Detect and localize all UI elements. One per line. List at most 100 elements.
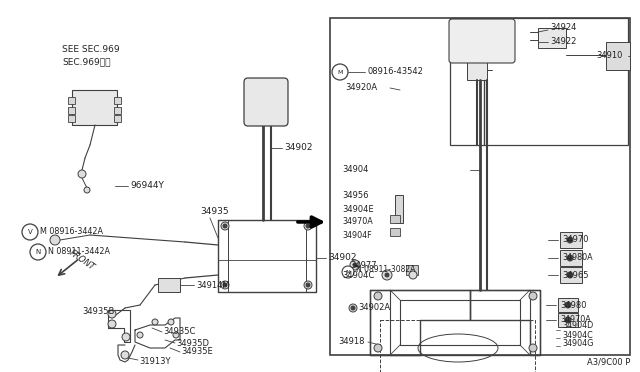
Circle shape — [304, 222, 312, 230]
Text: 34904D: 34904D — [562, 321, 593, 330]
Circle shape — [350, 260, 360, 270]
Text: 34904G: 34904G — [562, 340, 593, 349]
Circle shape — [565, 317, 571, 323]
Circle shape — [84, 187, 90, 193]
Circle shape — [529, 344, 537, 352]
Text: 34904C: 34904C — [342, 270, 374, 279]
Bar — [390, 228, 400, 236]
Bar — [158, 278, 180, 292]
Circle shape — [30, 244, 46, 260]
Bar — [538, 28, 566, 48]
Circle shape — [374, 344, 382, 352]
Circle shape — [121, 351, 129, 359]
Text: 34922: 34922 — [550, 38, 577, 46]
Circle shape — [349, 304, 357, 312]
Circle shape — [374, 292, 382, 300]
Bar — [330, 18, 630, 355]
Bar — [114, 97, 121, 104]
Text: 34956: 34956 — [342, 190, 369, 199]
Circle shape — [332, 64, 348, 80]
Circle shape — [78, 170, 86, 178]
Text: FRONT: FRONT — [68, 248, 97, 272]
Circle shape — [567, 272, 573, 278]
Bar — [68, 107, 75, 114]
Bar — [68, 97, 75, 104]
Text: 34935D: 34935D — [176, 339, 209, 347]
Text: 34970: 34970 — [562, 235, 589, 244]
Bar — [257, 110, 275, 115]
Circle shape — [382, 270, 392, 280]
Bar — [558, 298, 578, 312]
Circle shape — [168, 319, 174, 325]
Bar — [560, 250, 582, 266]
Circle shape — [353, 263, 357, 267]
Circle shape — [567, 237, 573, 243]
Circle shape — [137, 332, 143, 338]
FancyBboxPatch shape — [449, 19, 515, 63]
Text: M: M — [337, 70, 342, 74]
Circle shape — [409, 271, 417, 279]
Text: 34970A: 34970A — [342, 218, 372, 227]
Text: 34970A: 34970A — [560, 315, 591, 324]
Bar — [72, 90, 117, 125]
Text: 34904F: 34904F — [342, 231, 372, 240]
Text: M 08916-3442A: M 08916-3442A — [40, 228, 103, 237]
Circle shape — [223, 224, 227, 228]
Bar — [257, 90, 275, 98]
Bar — [380, 320, 535, 372]
Text: N 08911-3082A: N 08911-3082A — [356, 266, 415, 275]
Circle shape — [567, 255, 573, 261]
Bar — [257, 102, 275, 107]
Circle shape — [342, 266, 354, 278]
Circle shape — [529, 292, 537, 300]
Text: 34935E: 34935E — [181, 347, 212, 356]
Bar — [558, 313, 578, 327]
Text: 34980: 34980 — [560, 301, 586, 310]
Circle shape — [122, 333, 130, 341]
Text: 34924: 34924 — [550, 23, 577, 32]
Bar — [450, 18, 628, 145]
Text: 34910: 34910 — [596, 51, 623, 61]
Text: 08916-43542: 08916-43542 — [367, 67, 423, 77]
Circle shape — [351, 306, 355, 310]
Circle shape — [221, 222, 229, 230]
Text: 34918: 34918 — [338, 337, 365, 346]
Text: 34920A: 34920A — [345, 83, 377, 93]
Circle shape — [108, 320, 116, 328]
Bar — [114, 115, 121, 122]
FancyBboxPatch shape — [244, 78, 288, 126]
Text: 34902: 34902 — [328, 253, 356, 263]
Text: 34904E: 34904E — [342, 205, 374, 215]
Bar — [606, 42, 630, 70]
Text: 34914M: 34914M — [196, 280, 230, 289]
Text: 34902A: 34902A — [358, 304, 390, 312]
Circle shape — [108, 310, 116, 318]
Text: 34902: 34902 — [284, 144, 312, 153]
Text: 34904: 34904 — [342, 166, 369, 174]
Circle shape — [304, 281, 312, 289]
Bar — [390, 215, 400, 223]
Circle shape — [221, 281, 229, 289]
Text: A3/9C00 P: A3/9C00 P — [587, 357, 630, 366]
Circle shape — [385, 273, 389, 277]
Text: N: N — [35, 249, 40, 255]
Bar — [395, 195, 403, 223]
Bar — [114, 107, 121, 114]
Text: 96944Y: 96944Y — [130, 182, 164, 190]
Circle shape — [173, 332, 179, 338]
Text: SEE SEC.969: SEE SEC.969 — [62, 45, 120, 55]
Circle shape — [22, 224, 38, 240]
Bar — [560, 267, 582, 283]
Circle shape — [306, 224, 310, 228]
Text: 34904C: 34904C — [562, 330, 593, 340]
Circle shape — [306, 283, 310, 287]
Text: 34935C: 34935C — [163, 327, 195, 337]
Text: 31913Y: 31913Y — [139, 357, 170, 366]
Text: 34965: 34965 — [562, 270, 589, 279]
Text: 34980A: 34980A — [562, 253, 593, 263]
Circle shape — [152, 319, 158, 325]
Bar — [406, 265, 418, 275]
Text: 34977: 34977 — [350, 260, 376, 269]
Text: 34935B: 34935B — [82, 308, 115, 317]
Text: N: N — [346, 269, 350, 275]
